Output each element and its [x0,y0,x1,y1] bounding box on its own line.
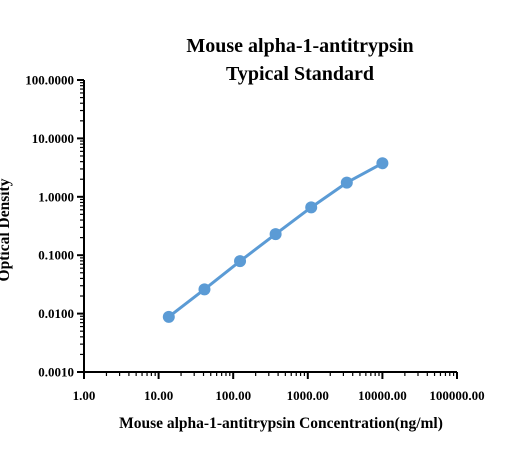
y-tick-label: 10.0000 [32,131,74,146]
data-point [234,255,247,268]
x-tick-label: 1000.00 [287,388,329,403]
data-point [269,228,282,241]
chart-title-line-2: Typical Standard [226,63,374,85]
x-tick-label: 1.00 [73,388,96,403]
data-point [340,176,353,189]
x-axis-label: Mouse alpha-1-antitrypsin Concentration(… [119,415,443,432]
chart-title-line-1: Mouse alpha-1-antitrypsin [186,35,413,57]
y-tick-label: 0.0100 [38,306,74,321]
y-axis-label: Optical Density [0,178,13,281]
data-point [198,283,211,296]
y-tick-label: 1.0000 [38,189,74,204]
x-tick-label: 100000.00 [429,388,484,403]
data-point [162,310,175,323]
y-tick-label: 100.0000 [25,73,74,88]
data-point [376,157,389,170]
axes [83,80,457,373]
y-tick-label: 0.1000 [38,248,74,263]
y-tick-label: 0.0010 [38,365,74,380]
ticks: 1.00 10.00 100.00 1000.00 10000.00 100000.00 0… [25,73,484,404]
data-marks [162,157,389,323]
x-tick-label: 10000.00 [358,388,407,403]
x-tick-label: 100.00 [215,388,251,403]
x-tick-label: 10.00 [144,388,173,403]
data-point [305,201,318,214]
